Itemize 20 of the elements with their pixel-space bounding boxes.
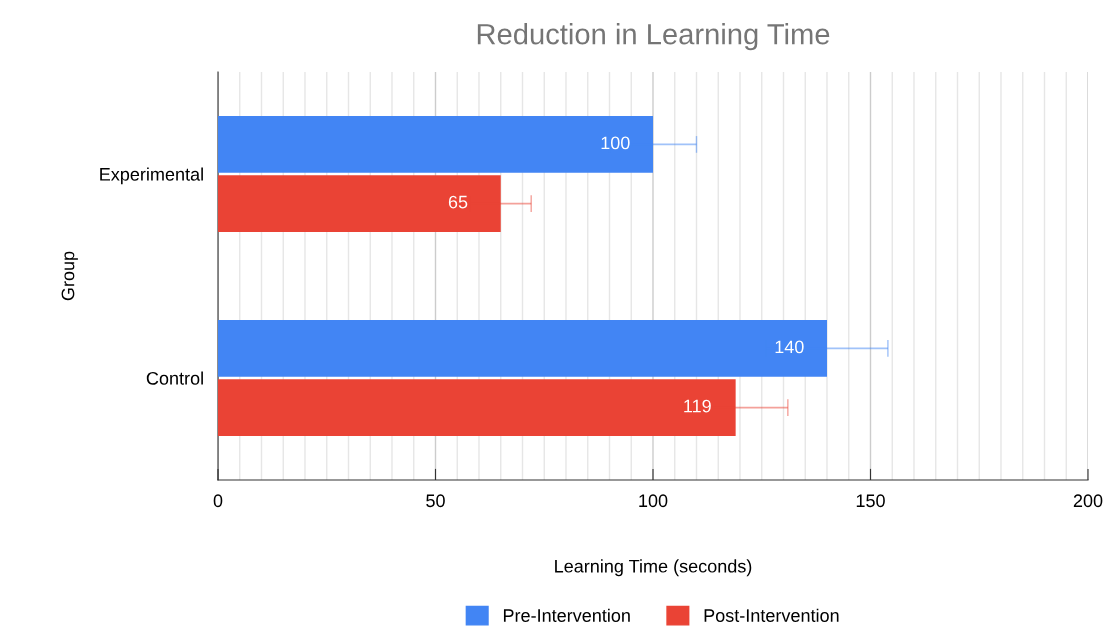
data-label: 100 xyxy=(601,136,630,150)
data-label: 140 xyxy=(775,340,804,354)
x-tick-label: 200 xyxy=(1073,494,1103,508)
x-tick-label: 100 xyxy=(639,494,668,508)
x-axis-title: Learning Time (seconds) xyxy=(555,559,752,577)
x-tick-label: 50 xyxy=(426,494,445,508)
x-tick-label: 0 xyxy=(213,494,223,508)
data-label: 119 xyxy=(684,399,711,413)
legend-label: Pre-Intervention xyxy=(503,608,630,622)
bar xyxy=(218,116,653,173)
legend-label: Post-Intervention xyxy=(704,608,839,622)
bar xyxy=(218,379,736,436)
chart-title: Reduction in Learning Time xyxy=(477,23,830,51)
bar xyxy=(218,175,501,232)
data-label: 65 xyxy=(448,195,468,209)
y-axis-title: Group xyxy=(61,251,78,301)
y-tick-label: Control xyxy=(146,371,203,385)
y-tick-label: Experimental xyxy=(100,167,203,185)
x-tick-label: 150 xyxy=(856,494,885,508)
bar xyxy=(218,320,827,377)
